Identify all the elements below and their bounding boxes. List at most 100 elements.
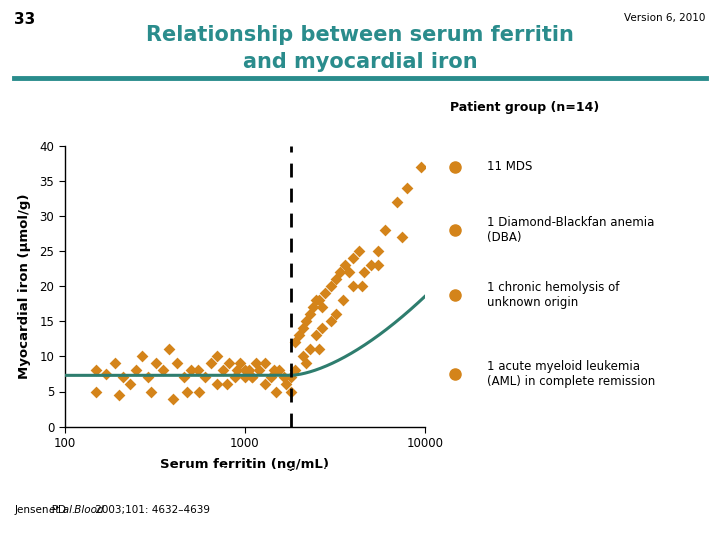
Point: [222, 380, 233, 389]
Point: [402, 184, 413, 192]
Text: 33: 33: [14, 12, 36, 27]
Text: 1 acute myeloid leukemia
(AML) in complete remission: 1 acute myeloid leukemia (AML) in comple…: [487, 360, 655, 388]
Point: [181, 387, 193, 396]
Point: [325, 282, 336, 291]
Point: [278, 373, 289, 382]
Y-axis label: Myocardial iron (µmol/g): Myocardial iron (µmol/g): [18, 193, 31, 379]
Point: [339, 261, 351, 269]
Text: Cardiac iron loading associated with serum ferritin levels >1800 ng/mL: Cardiac iron loading associated with ser…: [93, 467, 627, 481]
Point: [325, 317, 336, 326]
Point: [145, 387, 156, 396]
X-axis label: Serum ferritin (ng/mL): Serum ferritin (ng/mL): [161, 458, 329, 471]
Point: [117, 373, 129, 382]
Point: [415, 163, 426, 171]
Point: [231, 366, 243, 375]
Point: [217, 366, 229, 375]
Point: [143, 373, 154, 382]
Point: [307, 303, 319, 312]
Point: [365, 261, 377, 269]
Point: [304, 310, 315, 319]
Point: [113, 391, 125, 400]
Text: 2003;101: 4632–4639: 2003;101: 4632–4639: [92, 505, 210, 515]
Point: [239, 366, 251, 375]
Point: [124, 380, 135, 389]
Point: [301, 359, 312, 368]
Point: [163, 345, 175, 354]
Text: 1 chronic hemolysis of
unknown origin: 1 chronic hemolysis of unknown origin: [487, 281, 619, 309]
Point: [317, 324, 328, 333]
Point: [192, 366, 204, 375]
Point: [353, 247, 364, 255]
Point: [317, 303, 328, 312]
Point: [211, 380, 222, 389]
Point: [314, 296, 325, 305]
Point: [101, 369, 112, 378]
Point: [289, 366, 301, 375]
Point: [391, 198, 402, 206]
Point: [274, 366, 285, 375]
Point: [337, 296, 348, 305]
Point: [310, 331, 322, 340]
Point: [185, 366, 197, 375]
Point: [229, 373, 240, 382]
Point: [268, 366, 279, 375]
Point: [320, 289, 331, 298]
Text: 1 Diamond-Blackfan anemia
(DBA): 1 Diamond-Blackfan anemia (DBA): [487, 215, 654, 244]
Point: [259, 380, 271, 389]
Text: Patient group (n=14): Patient group (n=14): [450, 101, 599, 114]
Point: [205, 359, 217, 368]
Point: [330, 310, 341, 319]
Point: [348, 254, 359, 262]
Text: Blood: Blood: [71, 505, 103, 515]
Point: [372, 261, 384, 269]
Text: Version 6, 2010: Version 6, 2010: [624, 14, 706, 24]
Point: [297, 352, 309, 361]
Text: Relationship between serum ferritin: Relationship between serum ferritin: [146, 25, 574, 45]
Point: [397, 233, 408, 241]
Point: [314, 345, 325, 354]
Point: [379, 226, 391, 234]
Point: [359, 268, 370, 276]
Point: [301, 317, 312, 326]
Point: [310, 296, 322, 305]
Text: Jensen PD: Jensen PD: [14, 505, 70, 515]
Point: [348, 282, 359, 291]
Point: [246, 373, 258, 382]
Point: [137, 352, 148, 361]
Point: [239, 373, 251, 382]
Text: 11 MDS: 11 MDS: [487, 160, 533, 173]
Point: [246, 373, 258, 382]
Point: [130, 366, 142, 375]
Point: [293, 331, 305, 340]
Point: [150, 359, 161, 368]
Point: [179, 373, 190, 382]
Point: [91, 366, 102, 375]
Point: [250, 359, 261, 368]
Text: et al.: et al.: [49, 505, 75, 515]
Point: [157, 366, 168, 375]
Point: [259, 359, 271, 368]
Point: [271, 387, 282, 396]
Point: [211, 352, 222, 361]
Point: [199, 373, 211, 382]
Point: [109, 359, 121, 368]
Point: [372, 247, 384, 255]
Point: [330, 275, 341, 284]
Point: [91, 387, 102, 396]
Text: and myocardial iron: and myocardial iron: [243, 52, 477, 72]
Point: [343, 268, 355, 276]
Point: [266, 373, 277, 382]
Point: [171, 359, 183, 368]
Point: [281, 380, 292, 389]
Point: [335, 268, 346, 276]
Point: [356, 282, 368, 291]
Point: [223, 359, 235, 368]
Point: [194, 387, 205, 396]
Point: [304, 345, 315, 354]
Point: [297, 324, 309, 333]
Point: [234, 359, 246, 368]
Point: [289, 338, 301, 347]
Point: [285, 373, 297, 382]
Point: [253, 366, 265, 375]
Point: [168, 394, 179, 403]
